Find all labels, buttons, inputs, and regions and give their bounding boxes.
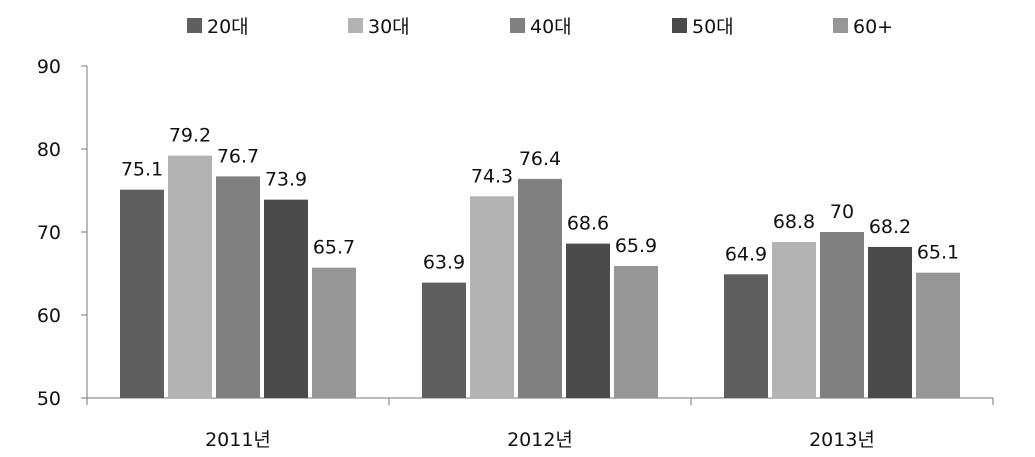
- y-tick-label: 90: [37, 56, 61, 78]
- data-label: 64.9: [725, 243, 767, 265]
- legend-swatch: [510, 18, 525, 33]
- y-tick-label: 80: [37, 139, 61, 161]
- x-tick-label: 2013년: [809, 429, 875, 451]
- data-label: 68.6: [567, 213, 609, 235]
- bar: [868, 246, 912, 398]
- bar: [772, 241, 816, 398]
- legend-swatch: [187, 18, 202, 33]
- data-label: 70: [830, 201, 854, 223]
- y-tick-label: 60: [37, 305, 61, 327]
- bar: [566, 243, 610, 398]
- legend-label: 60+: [853, 16, 893, 38]
- bar: [518, 178, 562, 398]
- data-labels: 75.1 79.2 76.7 73.9 65.7 63.9 74.3 76.4 68.6 65.9…: [121, 125, 959, 274]
- y-tick-label: 50: [37, 388, 61, 410]
- legend: 20대 30대 40대 50대 60+: [187, 16, 893, 38]
- legend-label: 20대: [207, 16, 249, 38]
- legend-swatch: [348, 18, 363, 33]
- data-label: 75.1: [121, 159, 163, 181]
- data-label: 68.2: [869, 216, 911, 238]
- data-label: 65.9: [615, 235, 657, 257]
- data-label: 63.9: [423, 252, 465, 274]
- bar: [312, 267, 356, 398]
- axes: 50 60 70 80 90 2011년 2012년 2013년: [37, 56, 994, 451]
- legend-label: 30대: [368, 16, 410, 38]
- legend-swatch: [672, 18, 687, 33]
- bars: [120, 155, 960, 398]
- bar: [820, 232, 864, 398]
- bar: [264, 199, 308, 398]
- bar: [724, 274, 768, 398]
- data-label: 76.7: [217, 145, 259, 167]
- x-tick-label: 2011년: [205, 429, 271, 451]
- legend-label: 40대: [530, 16, 572, 38]
- legend-label: 50대: [692, 16, 734, 38]
- legend-swatch: [833, 18, 848, 33]
- bar: [422, 282, 466, 398]
- y-tick-label: 70: [37, 222, 61, 244]
- data-label: 74.3: [471, 165, 513, 187]
- data-label: 68.8: [773, 211, 815, 233]
- bar: [470, 196, 514, 398]
- data-label: 76.4: [519, 148, 561, 170]
- bar: [216, 176, 260, 398]
- bar: [120, 189, 164, 398]
- bar: [916, 272, 960, 398]
- data-label: 65.1: [917, 242, 959, 264]
- bar: [614, 266, 658, 398]
- data-label: 73.9: [265, 169, 307, 191]
- bar: [168, 155, 212, 398]
- data-label: 79.2: [169, 125, 211, 147]
- x-tick-label: 2012년: [507, 429, 573, 451]
- data-label: 65.7: [313, 237, 355, 259]
